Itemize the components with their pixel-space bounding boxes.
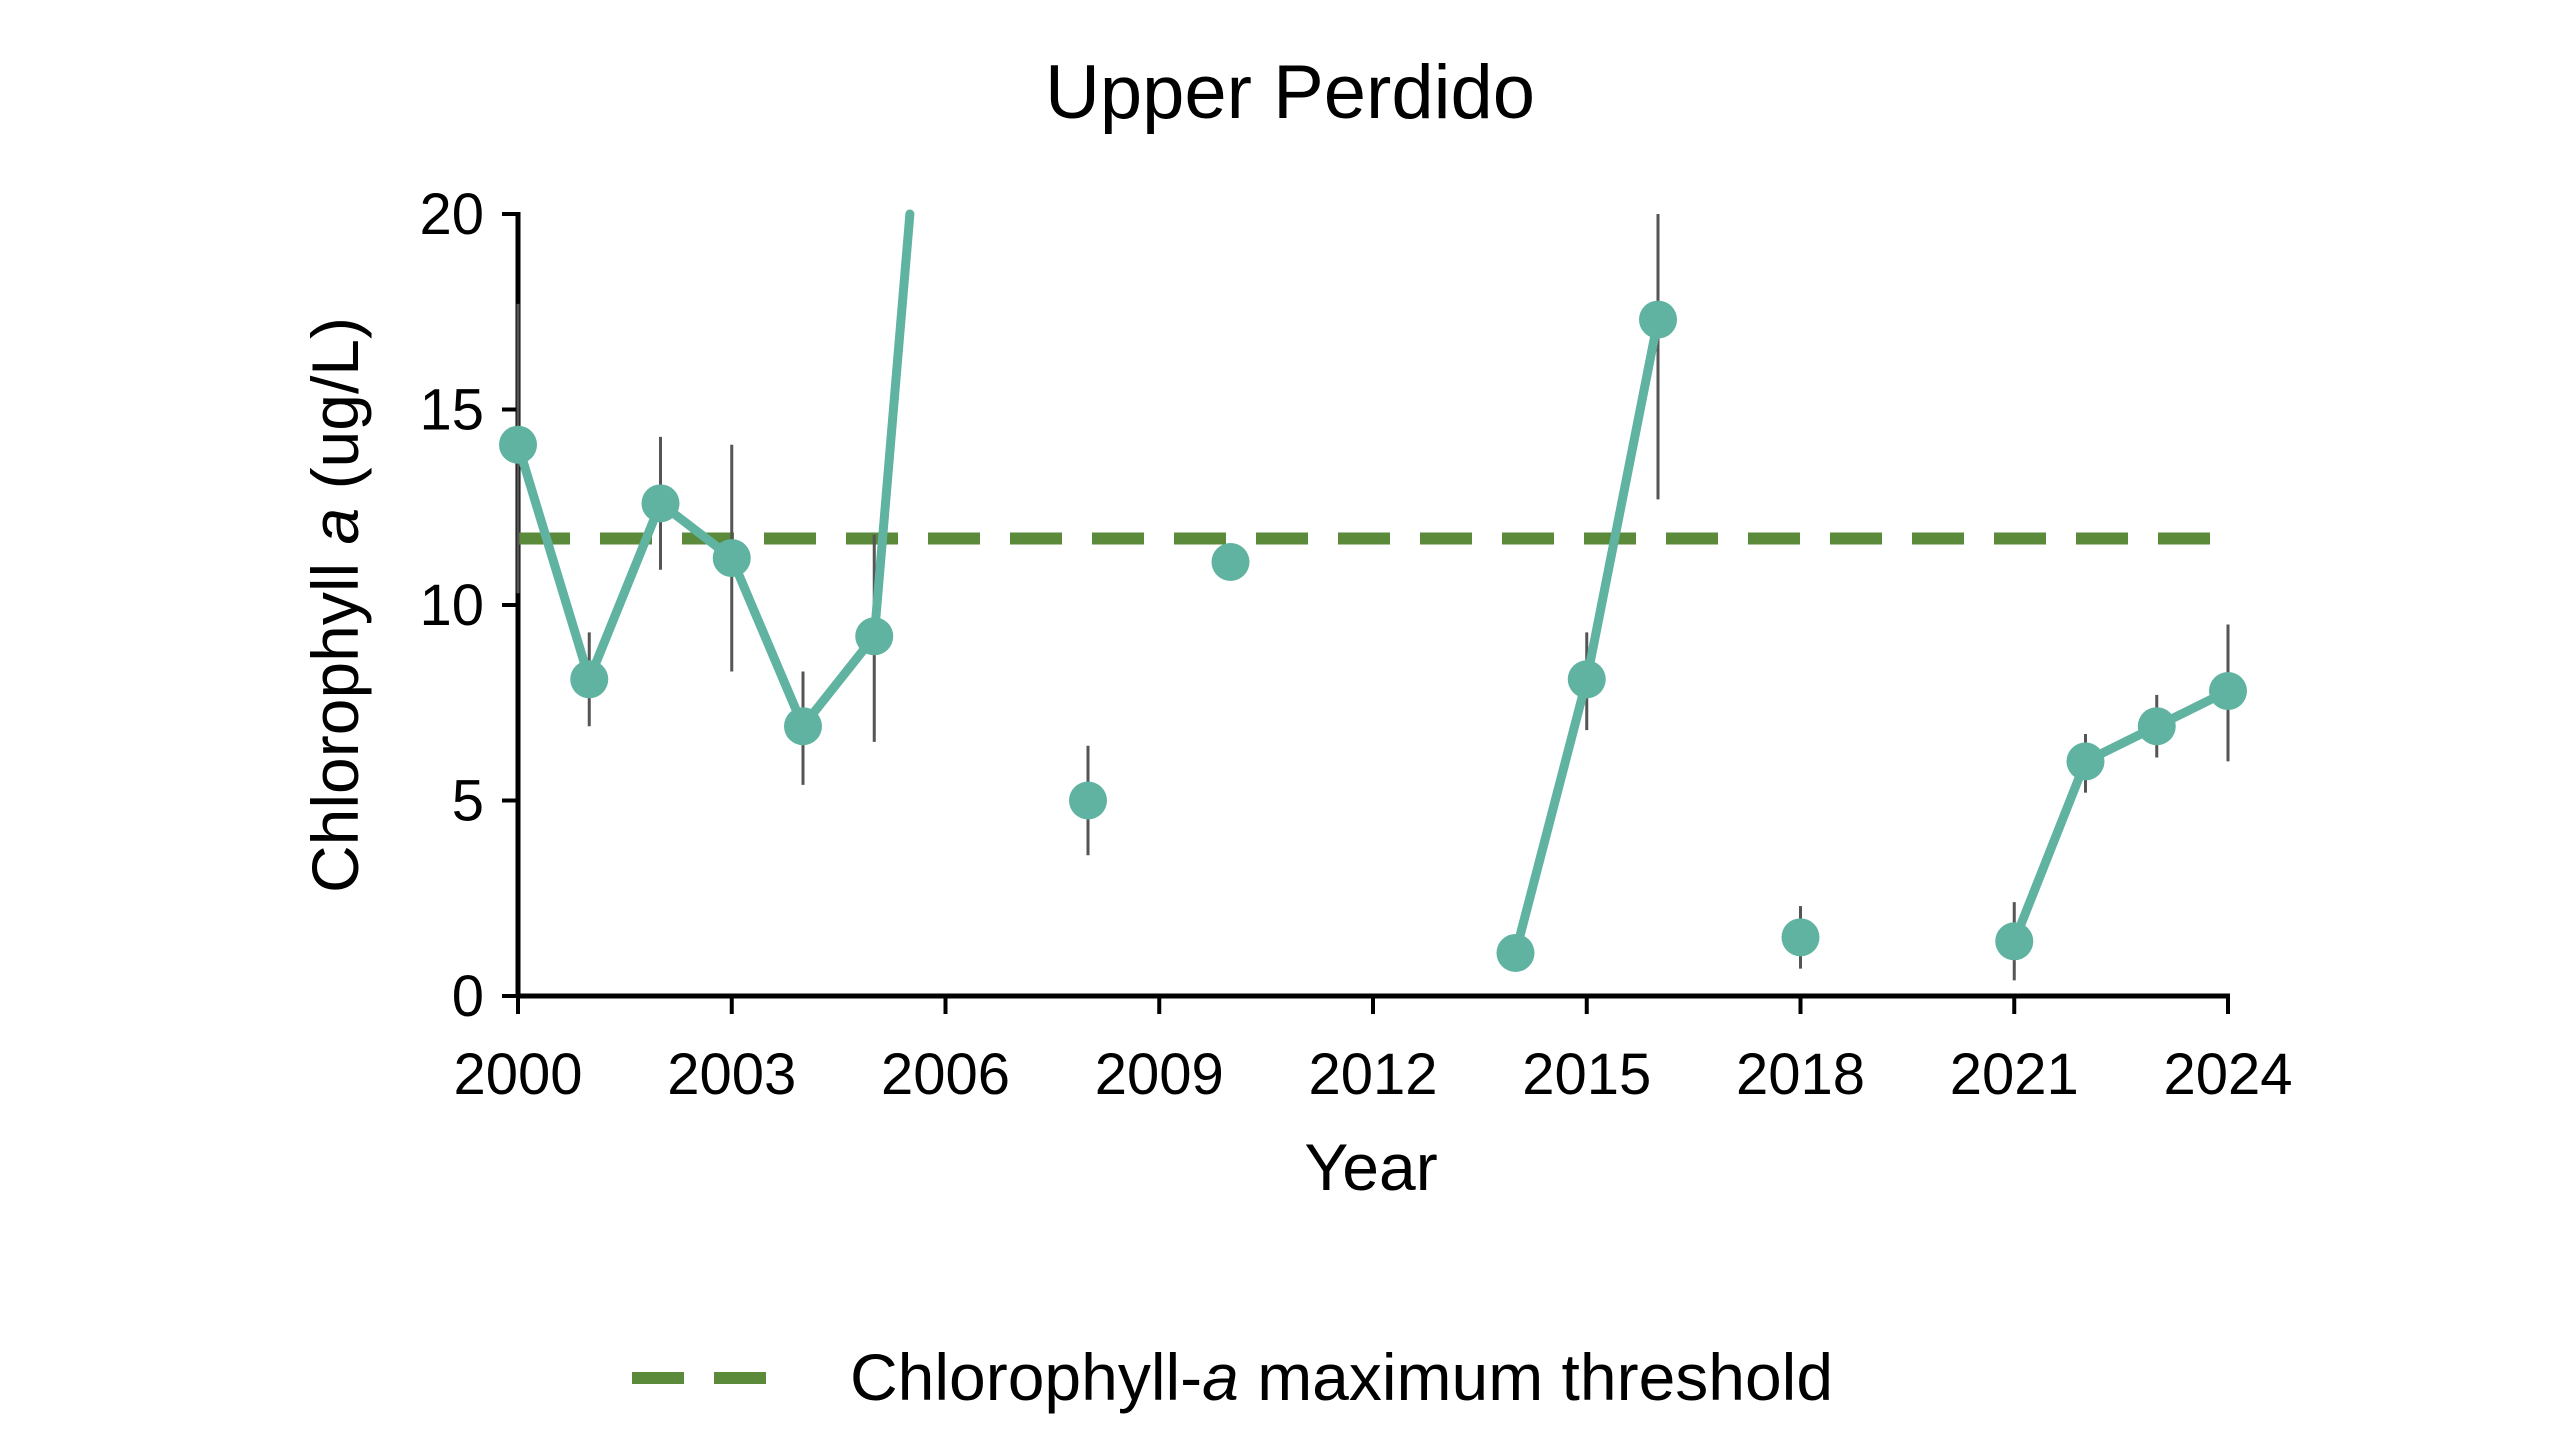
data-points — [499, 300, 2247, 972]
legend-threshold-label: Chlorophyll-a maximum threshold — [850, 1340, 1833, 1414]
legend-label-italic: a — [1202, 1340, 1239, 1414]
legend-label-prefix: Chlorophyll- — [850, 1340, 1202, 1414]
x-tick-label: 2003 — [667, 1042, 796, 1107]
data-point — [1069, 781, 1107, 820]
data-point — [2137, 707, 2176, 746]
x-tick-labels: 2000 2003 2006 2009 2012 2015 2018 2021 2024 — [453, 1042, 2292, 1107]
x-tick-label: 2021 — [1950, 1042, 2079, 1107]
legend-label-suffix: maximum threshold — [1239, 1340, 1833, 1414]
y-tick-label: 10 — [419, 573, 484, 638]
x-axis-label: Year — [1304, 1130, 1437, 1204]
axes — [502, 212, 2230, 1014]
x-tick-label: 2009 — [1095, 1042, 1224, 1107]
x-tick-label: 2006 — [881, 1042, 1010, 1107]
data-point — [2209, 672, 2247, 711]
data-point — [641, 484, 680, 523]
x-tick-label: 2018 — [1736, 1042, 1865, 1107]
data-point — [2066, 742, 2105, 781]
data-point — [570, 660, 609, 699]
data-point — [499, 425, 537, 464]
x-tick-label: 2000 — [453, 1042, 582, 1107]
y-tick-label: 5 — [452, 769, 484, 834]
x-tick-label: 2024 — [2163, 1042, 2292, 1107]
data-point — [1211, 542, 1250, 581]
y-tick-labels: 0 5 10 15 20 — [419, 182, 484, 1029]
y-tick-label: 20 — [419, 182, 484, 247]
error-bars — [516, 214, 2230, 981]
y-axis-label-italic: a — [298, 508, 372, 545]
y-tick-label: 0 — [452, 964, 484, 1029]
chart-title: Upper Perdido — [1045, 50, 1535, 135]
y-axis-label: Chlorophyll a (ug/L) — [298, 317, 372, 893]
series-line-segment — [513, 209, 915, 731]
data-point — [1781, 918, 1820, 957]
data-point — [784, 707, 822, 746]
y-tick-label: 15 — [419, 378, 484, 443]
y-axis-label-prefix: Chlorophyll — [298, 544, 372, 893]
x-tick-label: 2015 — [1522, 1042, 1651, 1107]
data-point — [1995, 922, 2034, 961]
series-lines — [513, 209, 2233, 958]
data-point — [1496, 933, 1535, 972]
series-line-segment — [2009, 686, 2233, 946]
legend: Chlorophyll-a maximum threshold — [632, 1340, 1833, 1414]
x-tick-label: 2012 — [1308, 1042, 1437, 1107]
data-point — [855, 617, 894, 656]
y-axis-label-suffix: (ug/L) — [298, 317, 372, 508]
data-point — [1639, 300, 1677, 339]
data-point — [1567, 660, 1606, 699]
data-point — [712, 539, 751, 578]
